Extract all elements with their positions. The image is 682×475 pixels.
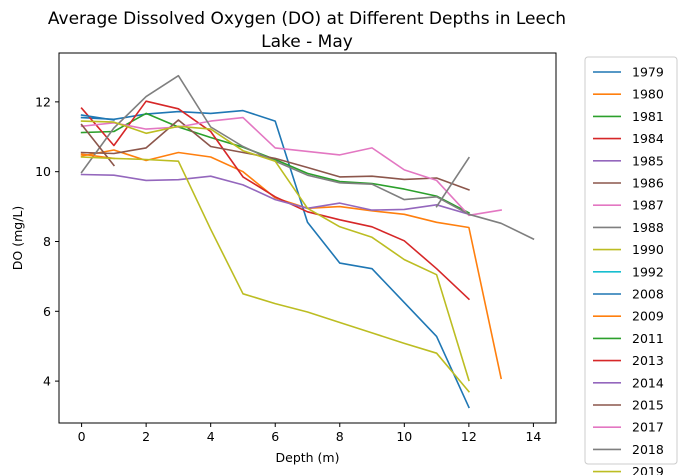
y-tick-label: 10 xyxy=(35,164,51,179)
x-tick-label: 10 xyxy=(396,429,412,444)
y-tick-label: 12 xyxy=(35,94,51,109)
x-axis-label: Depth (m) xyxy=(276,450,340,465)
legend: 1979 1980 1981 1984 1985 1986 1987 1988 1990 1992… xyxy=(593,65,664,475)
series-line-2019 xyxy=(80,156,471,393)
legend-label-2008: 2008 xyxy=(632,287,664,302)
x-tick-label: 4 xyxy=(207,429,215,444)
series-line-1979 xyxy=(80,109,470,409)
series-line-1984 xyxy=(80,100,471,301)
legend-frame xyxy=(584,56,678,465)
series-line-1985 xyxy=(80,173,470,216)
series-line-1987 xyxy=(80,116,503,217)
legend-label-2017: 2017 xyxy=(632,420,664,435)
legend-label-1988: 1988 xyxy=(632,220,664,235)
plot-area-frame xyxy=(58,52,557,424)
legend-label-1985: 1985 xyxy=(632,153,664,168)
legend-label-2018: 2018 xyxy=(632,442,664,457)
series-line-2008 xyxy=(80,114,115,121)
x-tick-label: 12 xyxy=(461,429,477,444)
legend-label-1979: 1979 xyxy=(632,65,664,80)
legend-label-1981: 1981 xyxy=(632,109,664,124)
legend-label-1987: 1987 xyxy=(632,198,664,213)
legend-label-1992: 1992 xyxy=(632,264,664,279)
series-line-1986 xyxy=(80,119,470,191)
legend-label-1990: 1990 xyxy=(632,242,664,257)
legend-label-2011: 2011 xyxy=(632,331,664,346)
legend-label-2013: 2013 xyxy=(632,353,664,368)
legend-label-2009: 2009 xyxy=(632,309,664,324)
series-line-2015 xyxy=(80,123,116,167)
y-tick-label: 8 xyxy=(43,234,51,249)
x-tick-label: 14 xyxy=(525,429,541,444)
series-line-1981 xyxy=(80,112,470,214)
series-line-1988 xyxy=(80,74,535,241)
y-tick-label: 4 xyxy=(43,374,51,389)
x-tick-label: 6 xyxy=(271,429,279,444)
x-tick-label: 0 xyxy=(78,429,86,444)
series-line-1990 xyxy=(80,120,470,382)
chart-title-line-2: Lake - May xyxy=(261,32,353,52)
x-tick-label: 2 xyxy=(142,429,150,444)
legend-label-2015: 2015 xyxy=(632,398,664,413)
legend-label-1986: 1986 xyxy=(632,176,664,191)
y-tick-label: 6 xyxy=(43,304,51,319)
legend-label-2014: 2014 xyxy=(632,375,664,390)
legend-label-1984: 1984 xyxy=(632,131,664,146)
legend-label-2019: 2019 xyxy=(632,464,664,475)
chart-title-line-1: Average Dissolved Oxygen (DO) at Differe… xyxy=(48,9,566,29)
legend-label-1980: 1980 xyxy=(632,87,664,102)
series-line-2018 xyxy=(435,156,471,208)
y-axis-label: DO (mg/L) xyxy=(10,206,25,270)
plot-series xyxy=(80,74,535,409)
axis-ticks: 0 2 4 6 8 10 12 14 4 6 8 10 12 xyxy=(35,94,541,444)
x-tick-label: 8 xyxy=(336,429,344,444)
